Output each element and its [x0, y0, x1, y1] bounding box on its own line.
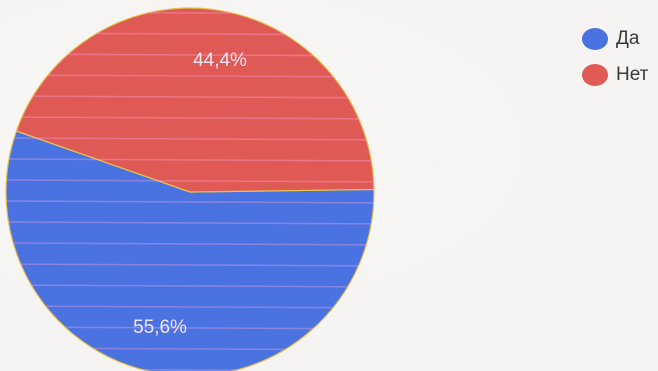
data-label-no: 44,4% — [193, 50, 247, 71]
data-label-yes: 55,6% — [133, 317, 187, 338]
legend-swatch-yes — [582, 28, 608, 50]
legend-label-no: Нет — [616, 64, 649, 85]
legend: Да Нет — [582, 26, 654, 98]
pie-slice-no[interactable] — [15, 7, 375, 193]
legend-label-yes: Да — [616, 28, 640, 49]
legend-item-yes[interactable]: Да — [582, 26, 654, 52]
legend-item-no[interactable]: Нет — [582, 62, 654, 88]
legend-swatch-no — [582, 64, 608, 86]
